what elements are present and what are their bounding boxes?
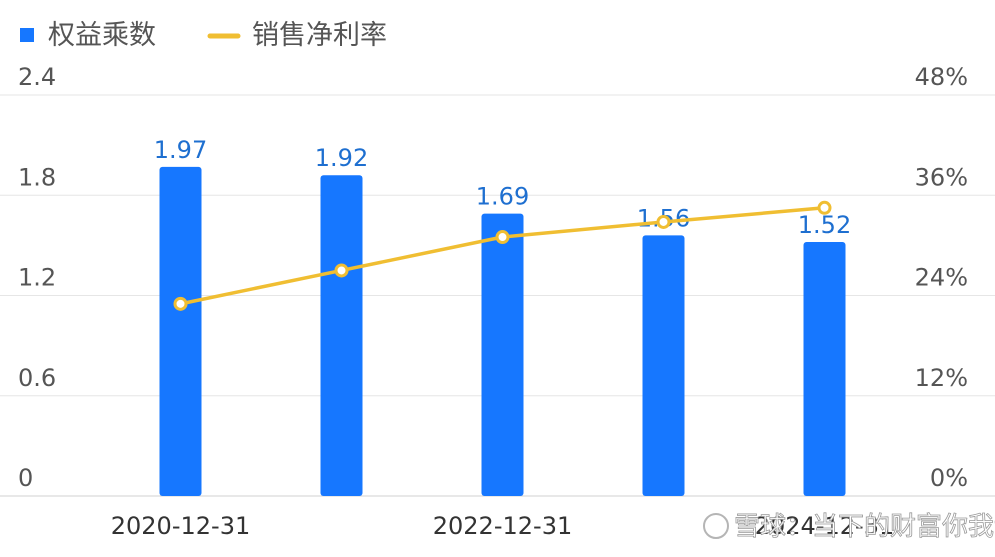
y-left-tick-label: 0 bbox=[18, 464, 33, 492]
y-left-tick-label: 1.2 bbox=[18, 264, 56, 292]
watermark-logo-icon bbox=[703, 513, 729, 539]
line-point bbox=[495, 230, 510, 245]
y-right-tick-label: 36% bbox=[915, 163, 968, 191]
legend-swatch-bar bbox=[20, 28, 34, 42]
bar-data-label: 1.92 bbox=[315, 144, 368, 172]
x-tick-label: 2022-12-31 bbox=[433, 512, 572, 540]
y-left-tick-label: 2.4 bbox=[18, 63, 56, 91]
bar bbox=[803, 242, 846, 496]
bar-data-label: 1.97 bbox=[154, 136, 207, 164]
y-axis-right: 0% 12% 24% 36% 48% bbox=[915, 63, 968, 492]
line-point bbox=[817, 200, 832, 215]
bar-series bbox=[159, 166, 846, 497]
y-left-tick-label: 1.8 bbox=[18, 163, 56, 191]
y-right-tick-label: 24% bbox=[915, 264, 968, 292]
bar bbox=[320, 175, 363, 496]
y-left-tick-label: 0.6 bbox=[18, 364, 56, 392]
legend: 权益乘数 销售净利率 bbox=[20, 20, 387, 51]
x-tick-label: 2020-12-31 bbox=[111, 512, 250, 540]
bar bbox=[159, 166, 202, 497]
line-point bbox=[334, 263, 349, 278]
bar-labels: 1.971.921.691.561.52 bbox=[154, 136, 851, 239]
bar bbox=[481, 213, 524, 497]
line-point bbox=[173, 296, 188, 311]
legend-label-bar: 权益乘数 bbox=[48, 20, 156, 51]
watermark-text: 雪球：当下的财富你我说 bbox=[734, 512, 995, 542]
legend-label-line: 销售净利率 bbox=[252, 20, 387, 51]
line-point bbox=[656, 214, 671, 229]
bar bbox=[642, 235, 685, 496]
y-right-tick-label: 12% bbox=[915, 364, 968, 392]
x-tick-label: 2024-12-31 bbox=[755, 512, 894, 540]
watermark: 雪球：当下的财富你我说 bbox=[703, 512, 995, 542]
y-right-tick-label: 0% bbox=[930, 464, 968, 492]
y-right-tick-label: 48% bbox=[915, 63, 968, 91]
line-series bbox=[173, 200, 832, 311]
x-axis: 2020-12-31 2022-12-31 2024-12-31 bbox=[111, 512, 894, 540]
bar-data-label: 1.69 bbox=[476, 183, 529, 211]
bar-data-label: 1.52 bbox=[798, 211, 851, 239]
y-axis-left: 0 0.6 1.2 1.8 2.4 bbox=[18, 63, 56, 492]
